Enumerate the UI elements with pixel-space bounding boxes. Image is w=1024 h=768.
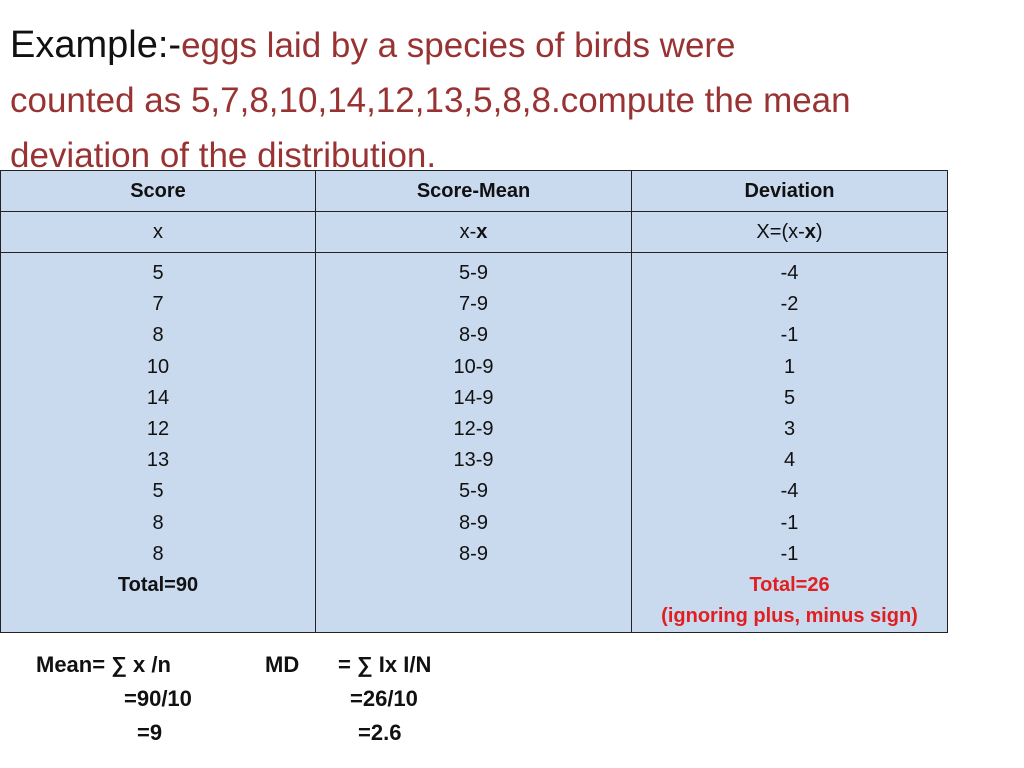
score-minus-mean-column: 5-9 7-9 8-9 10-9 14-9 12-9 13-9 5-9 8-9 … [315, 251, 632, 634]
md-substitution: =26/10 [350, 686, 418, 711]
score-value: 12 [146, 418, 170, 441]
subheader-x-minus-mean: x-x [315, 211, 632, 253]
md-label-block: MD [265, 648, 299, 682]
subheader-deviation-prefix: X=(x- [756, 220, 805, 243]
title-lead: Example:- [10, 24, 182, 66]
score-value: 5 [152, 262, 164, 284]
header-score-mean: Score-Mean [315, 170, 632, 212]
mean-substitution: =90/10 [124, 686, 192, 711]
title-line-1: Example:-eggs laid by a species of birds… [10, 18, 1020, 73]
mean-calculation: Mean= ∑ x /n =90/10 =9 [36, 648, 192, 750]
score-minus-mean-value: 13-9 [453, 449, 494, 472]
mean-deviation-table: Score Score-Mean Deviation x x-x X=(x-x)… [0, 170, 948, 634]
deviation-column: -4 -2 -1 1 5 3 4 -4 -1 -1 Total=26 (igno… [631, 251, 948, 634]
score-minus-mean-value: 8-9 [459, 542, 488, 565]
mean-formula: Mean= ∑ x /n [36, 652, 171, 677]
score-value: 7 [152, 293, 164, 316]
score-minus-mean-value: 5-9 [459, 480, 488, 503]
title-line-1-rest: eggs laid by a species of birds were [181, 26, 736, 65]
score-minus-mean-value: 8-9 [459, 324, 488, 347]
score-value: 5 [152, 480, 164, 503]
score-minus-mean-value: 12-9 [453, 418, 494, 441]
deviation-value: -1 [780, 511, 799, 534]
slide-title: Example:-eggs laid by a species of birds… [10, 18, 1020, 183]
deviation-value: -2 [780, 293, 799, 316]
title-line-2: counted as 5,7,8,10,14,12,13,5,8,8.compu… [10, 81, 851, 120]
score-value: 8 [152, 511, 164, 534]
deviation-value: -4 [780, 480, 799, 503]
subheader-x: x [0, 211, 316, 253]
score-value: 8 [152, 542, 164, 565]
subheader-x-minus-prefix: x- [459, 220, 477, 243]
subheader-deviation-suffix: ) [815, 220, 823, 243]
deviation-value: 5 [783, 386, 796, 409]
deviation-value: -4 [780, 262, 799, 284]
deviation-value: -1 [780, 324, 799, 347]
values-row: 5 7 8 10 14 12 13 5 8 8 Total=90 5-9 7-9… [0, 251, 948, 634]
deviation-total: Total=26 [749, 574, 830, 597]
deviation-value: -1 [780, 542, 799, 565]
md-result: =2.6 [358, 720, 402, 745]
subheader-deviation-formula: X=(x-x) [631, 211, 948, 253]
deviation-note: (ignoring plus, minus sign) [661, 605, 918, 628]
md-formula: = ∑ Ix I/N [338, 652, 432, 677]
score-value: 13 [146, 449, 170, 472]
score-column: 5 7 8 10 14 12 13 5 8 8 Total=90 [0, 251, 316, 634]
title-line-3: deviation of the distribution. [10, 136, 437, 175]
deviation-value: 4 [783, 449, 796, 472]
score-value: 14 [146, 386, 170, 409]
score-value: 8 [152, 324, 164, 347]
deviation-value: 1 [783, 355, 796, 378]
score-total: Total=90 [117, 574, 199, 597]
score-value: 10 [146, 355, 170, 378]
score-minus-mean-value: 10-9 [453, 355, 494, 378]
mean-result: =9 [137, 720, 163, 745]
header-row: Score Score-Mean Deviation [0, 170, 948, 212]
score-minus-mean-value: 14-9 [453, 386, 494, 409]
subheader-row: x x-x X=(x-x) [0, 211, 948, 253]
md-label: MD [265, 652, 300, 677]
score-minus-mean-value: 8-9 [459, 511, 488, 534]
deviation-value: 3 [783, 418, 796, 441]
md-calculation: = ∑ Ix I/N =26/10 =2.6 [338, 648, 431, 750]
subheader-mean-symbol: x [476, 220, 488, 243]
header-score: Score [0, 170, 316, 212]
subheader-deviation-mean-symbol: x [804, 220, 816, 243]
score-minus-mean-value: 5-9 [459, 262, 488, 284]
header-deviation: Deviation [631, 170, 948, 212]
score-minus-mean-value: 7-9 [459, 293, 488, 316]
